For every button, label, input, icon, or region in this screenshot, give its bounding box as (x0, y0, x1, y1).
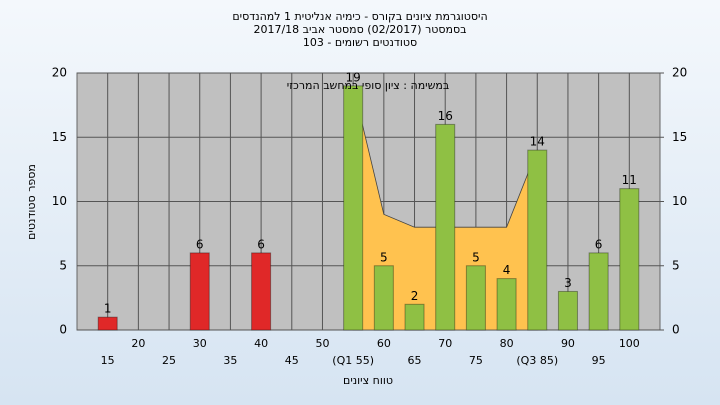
data-label: 2 (411, 289, 419, 303)
data-label: 6 (257, 237, 265, 251)
subtitle: סטודנטים רשומים - 103 (303, 36, 417, 49)
y2-tick-label: 10 (672, 194, 687, 208)
y-tick-label: 20 (52, 66, 67, 80)
data-label: 16 (438, 109, 453, 123)
bar (435, 123, 456, 331)
x-tick-label: 30 (193, 337, 207, 350)
y-tick-label: 0 (59, 323, 67, 337)
bar (557, 290, 578, 331)
y-tick-label: 5 (59, 258, 67, 272)
y2-tick-label: 20 (672, 66, 687, 80)
data-label: 19 (346, 70, 361, 84)
x-tick-label: 65 (408, 354, 422, 367)
data-label: 6 (196, 237, 204, 251)
x-tick-label: 35 (223, 354, 237, 367)
y2-tick-label: 0 (672, 323, 680, 337)
x-tick-label: 40 (254, 337, 268, 350)
x-tick-label: 100 (619, 337, 640, 350)
y2-tick-label: 15 (672, 130, 687, 144)
bar (619, 188, 640, 331)
bar (527, 149, 548, 331)
bar (588, 252, 609, 331)
x-axis-label: טווח ציונים (343, 374, 393, 387)
bar (251, 252, 272, 331)
bar (189, 252, 210, 331)
y-tick-label: 15 (52, 130, 67, 144)
x-tick-label: (Q1 55) (332, 354, 374, 367)
y-tick-label: 10 (52, 194, 67, 208)
x-tick-label: 75 (469, 354, 483, 367)
data-label: 11 (622, 173, 637, 187)
x-tick-label: 45 (285, 354, 299, 367)
annotation: במשימה : ציון סופי במחשב המרכזי (287, 79, 450, 92)
bar (465, 265, 486, 331)
x-tick-label: 70 (438, 337, 452, 350)
subtitle: בסמסטר (02/2017) סמסטר אביב 2017/18 (253, 23, 466, 36)
x-tick-label: (Q3 85) (516, 354, 558, 367)
data-label: 4 (503, 263, 511, 277)
x-tick-label: 95 (592, 354, 606, 367)
bar (97, 316, 118, 331)
data-label: 5 (472, 250, 480, 264)
x-tick-label: 50 (315, 337, 329, 350)
data-label: 3 (564, 276, 572, 290)
data-label: 6 (595, 237, 603, 251)
y2-tick-label: 5 (672, 258, 680, 272)
x-tick-label: 20 (131, 337, 145, 350)
chart-title: היסטוגרמת ציונים בקורס - כימיה אנליטית 1… (232, 10, 487, 23)
bar (404, 303, 425, 331)
data-label: 14 (530, 135, 545, 149)
x-tick-label: 25 (162, 354, 176, 367)
bar (343, 85, 364, 331)
x-tick-label: 60 (377, 337, 391, 350)
x-tick-label: 90 (561, 337, 575, 350)
data-label: 1 (104, 302, 112, 316)
x-tick-label: 15 (101, 354, 115, 367)
data-label: 5 (380, 250, 388, 264)
x-tick-label: 80 (500, 337, 514, 350)
y-axis-label: מספר סטודנטים (25, 164, 38, 240)
bar (373, 265, 394, 331)
bar (496, 278, 517, 331)
